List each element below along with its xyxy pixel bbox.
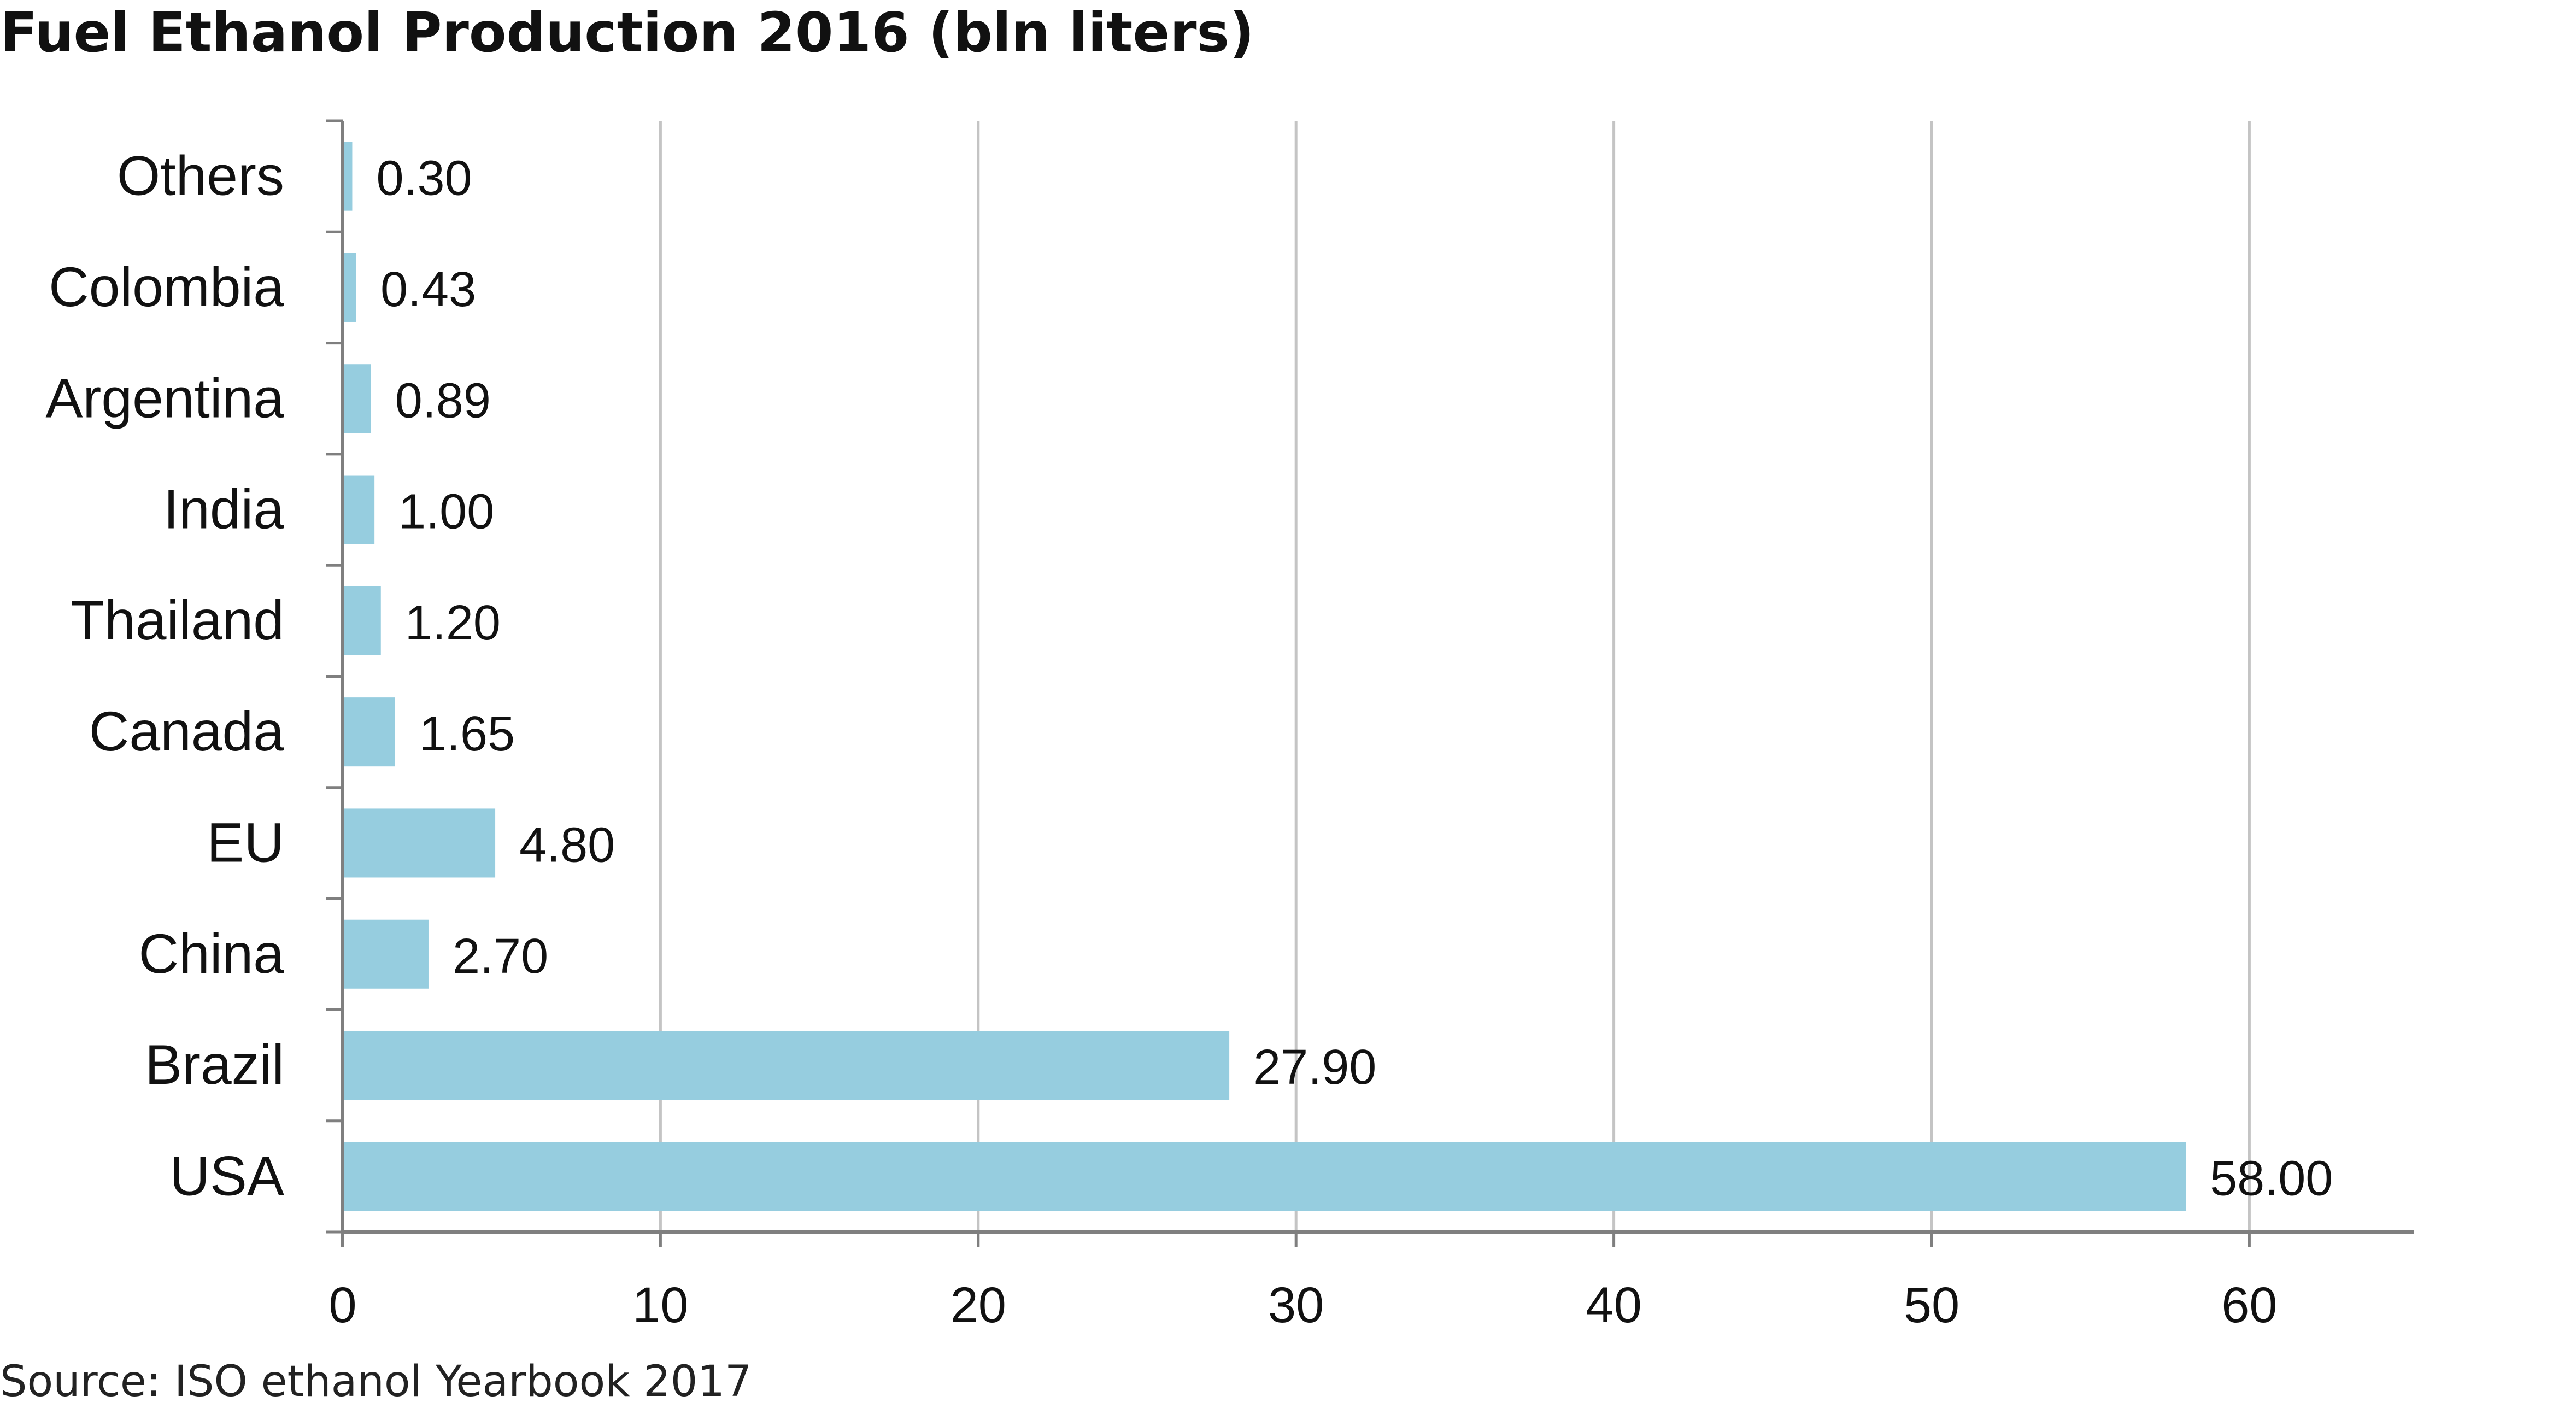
bar-india [344, 475, 375, 544]
x-tick-label: 0 [328, 1277, 356, 1333]
category-label: China [138, 923, 284, 985]
data-label: 58.00 [2210, 1151, 2333, 1206]
bar-colombia [344, 253, 357, 322]
x-tick-label: 40 [1586, 1277, 1641, 1333]
x-tick-label: 20 [950, 1277, 1006, 1333]
bar-usa [344, 1142, 2186, 1211]
chart-title: Fuel Ethanol Production 2016 (bln liters… [0, 1, 1254, 64]
x-tick-label: 10 [632, 1277, 688, 1333]
data-label: 1.20 [405, 596, 501, 650]
gridlines [659, 121, 2251, 1232]
bars [344, 142, 2186, 1211]
x-tick-label: 50 [1904, 1277, 1959, 1333]
data-label: 1.65 [419, 707, 515, 761]
data-label: 0.30 [376, 151, 472, 206]
data-label: 27.90 [1253, 1040, 1376, 1095]
bar-canada [344, 697, 395, 767]
x-tick-label: 60 [2221, 1277, 2277, 1333]
bar-eu [344, 808, 496, 878]
labels: 0 10 20 30 40 50 60 Others 0.30 Colombia 0.43 Argen… [45, 145, 2333, 1333]
category-label: EU [207, 811, 284, 873]
bar-argentina [344, 364, 371, 433]
data-label: 2.70 [453, 929, 548, 984]
data-label: 1.00 [398, 485, 494, 539]
chart-source: Source: ISO ethanol Yearbook 2017 [0, 1357, 752, 1406]
x-tick-label: 30 [1268, 1277, 1324, 1333]
category-label: Thailand [71, 589, 284, 652]
bar-china [344, 919, 429, 989]
category-label: USA [169, 1145, 284, 1207]
bar-others [344, 142, 353, 211]
category-label: India [163, 478, 284, 541]
axes [326, 119, 2414, 1247]
data-label: 4.80 [519, 818, 615, 872]
category-label: Argentina [45, 367, 284, 429]
category-label: Others [117, 145, 284, 207]
bar-thailand [344, 586, 381, 655]
data-label: 0.43 [380, 262, 476, 317]
data-label: 0.89 [395, 373, 491, 428]
bar-brazil [344, 1031, 1230, 1100]
category-label: Canada [89, 700, 285, 762]
category-label: Brazil [145, 1034, 284, 1096]
category-label: Colombia [49, 256, 284, 318]
